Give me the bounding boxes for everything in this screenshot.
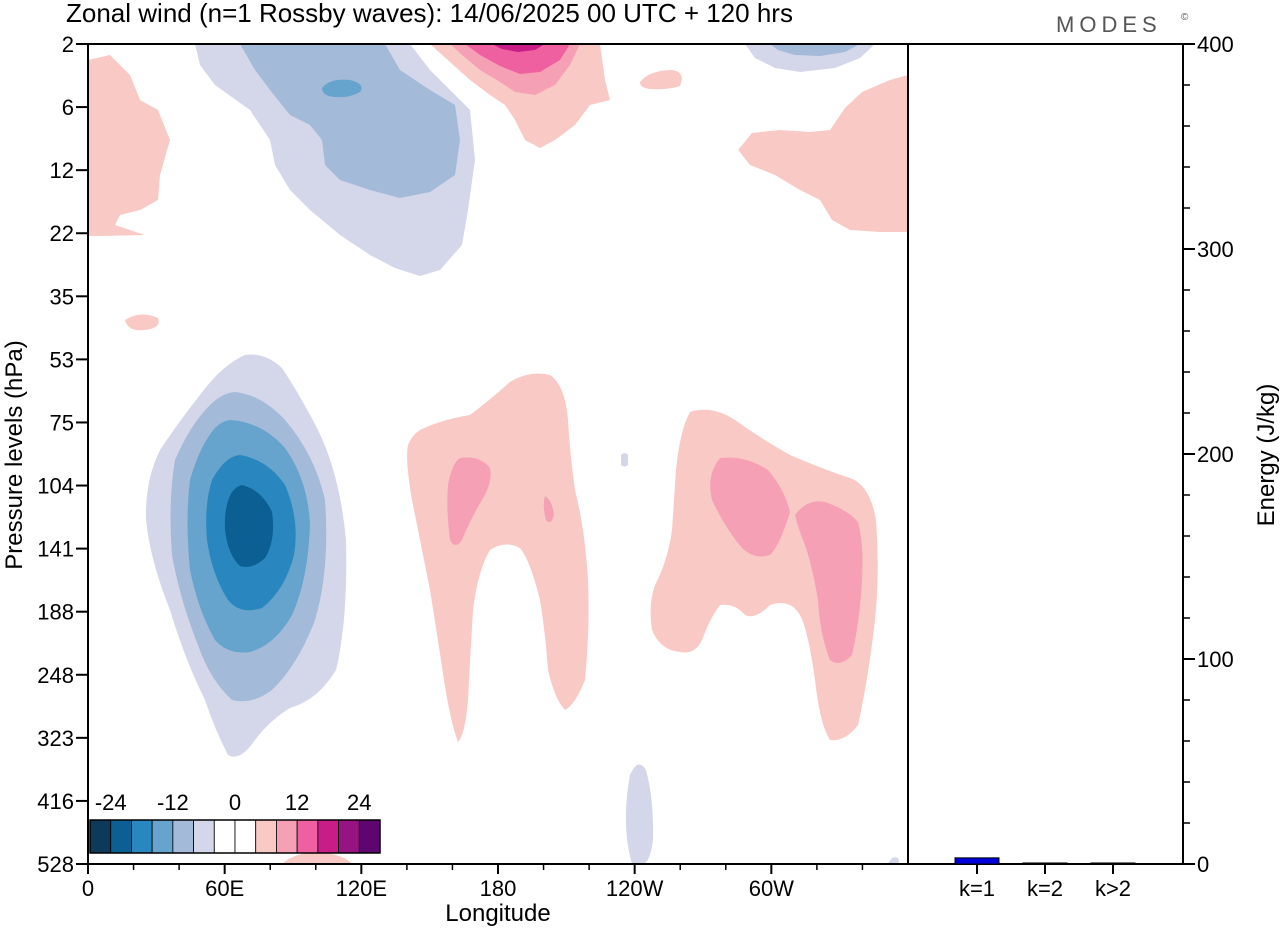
energy-category-label: k=2 [1027, 876, 1063, 901]
y-tick-label: 6 [62, 95, 74, 120]
colorbar-swatch [317, 819, 339, 854]
energy-tick-label: 300 [1197, 237, 1234, 262]
contour-field [88, 44, 908, 864]
y-tick-label: 248 [37, 663, 74, 688]
contour-positive-right-upper [738, 75, 908, 232]
contour-negative-upper-mid [240, 44, 460, 198]
y-tick-label: 188 [37, 600, 74, 625]
y-tick-label: 53 [50, 347, 74, 372]
energy-tick-label: 100 [1197, 647, 1234, 672]
contour-positive-right-outer [650, 409, 878, 741]
contour-positive-bottom [282, 852, 352, 864]
x-tick-label: 180 [480, 876, 517, 901]
colorbar-swatch [172, 819, 194, 854]
y-tick-label: 2 [62, 32, 74, 57]
y-tick-label: 104 [37, 474, 74, 499]
x-tick-label: 120E [336, 876, 387, 901]
chart-title: Zonal wind (n=1 Rossby waves): 14/06/202… [66, 0, 793, 28]
x-axis-label: Longitude [445, 900, 550, 927]
y-axis-ticks: 2 6 12 22 35 53 75 104 141 188 248 323 416 528 [37, 32, 88, 877]
contour-negative-bottom [625, 764, 654, 864]
y-axis-label: Pressure levels (hPa) [1, 340, 28, 569]
y-tick-label: 75 [50, 410, 74, 435]
y-tick-label: 141 [37, 537, 74, 562]
colorbar-swatch [276, 819, 298, 854]
y-tick-label: 35 [50, 284, 74, 309]
colorbar-swatch [234, 819, 257, 854]
contour-positive-mid-inner [447, 457, 491, 545]
energy-bar [1090, 862, 1136, 865]
energy-category-label: k>2 [1095, 876, 1131, 901]
colorbar [89, 819, 381, 854]
contour-positive-mid-dot [543, 496, 554, 523]
colorbar-labels: -24 -12 0 12 24 [95, 790, 372, 815]
y-tick-label: 12 [50, 158, 74, 183]
colorbar-swatch [296, 819, 319, 854]
colorbar-swatch [338, 819, 360, 854]
energy-tick-label: 0 [1197, 852, 1209, 877]
y-tick-label: 22 [50, 221, 74, 246]
y-tick-label: 528 [37, 852, 74, 877]
x-tick-label: 60E [205, 876, 244, 901]
contour-negative-top-right-inner [770, 44, 860, 56]
colorbar-swatch [193, 819, 215, 854]
colorbar-label: -24 [95, 790, 127, 815]
colorbar-swatch [358, 819, 381, 854]
brand-logo: MODES [1056, 12, 1162, 37]
brand-mark: © [1181, 12, 1189, 23]
contour-positive-right-inner-b [795, 501, 863, 664]
colorbar-label: 0 [229, 790, 241, 815]
contour-positive-upper-left [88, 55, 170, 236]
y-tick-label: 323 [37, 726, 74, 751]
x-tick-label: 0 [82, 876, 94, 901]
y-tick-label: 416 [37, 789, 74, 814]
energy-x-labels: k=1 k=2 k>2 [959, 864, 1131, 901]
colorbar-swatch [151, 819, 174, 854]
energy-category-label: k=1 [959, 876, 995, 901]
colorbar-swatch [89, 819, 112, 854]
contour-negative-upper-core [322, 79, 362, 98]
contour-positive-small-right [640, 70, 682, 90]
x-tick-label: 60W [749, 876, 794, 901]
x-tick-label: 120W [606, 876, 664, 901]
energy-tick-label: 200 [1197, 442, 1234, 467]
energy-y-ticks: 0 100 200 300 400 [1183, 32, 1234, 877]
colorbar-label: 12 [285, 790, 309, 815]
colorbar-label: -12 [157, 790, 189, 815]
x-axis-ticks: 0 60E 120E 180 120W 60W [82, 864, 864, 901]
colorbar-swatch [255, 819, 277, 854]
colorbar-swatch [131, 819, 153, 854]
contour-positive-small [125, 314, 159, 331]
contour-positive-right-inner-a [710, 457, 790, 557]
energy-tick-label: 400 [1197, 32, 1234, 57]
colorbar-frame [89, 819, 381, 854]
energy-bar [954, 857, 1000, 865]
energy-axis-label: Energy (J/kg) [1253, 384, 1280, 527]
contour-negative-lower-core [224, 485, 274, 567]
contour-negative-bottom-right [888, 857, 899, 864]
energy-bars [954, 857, 1136, 865]
colorbar-swatch [110, 819, 132, 854]
contour-positive-top-core [492, 44, 545, 52]
colorbar-swatch [213, 819, 236, 854]
contour-positive-top-inner [465, 44, 570, 74]
energy-bar [1022, 862, 1068, 865]
colorbar-label: 24 [347, 790, 371, 815]
contour-positive-mid-outer [407, 373, 589, 742]
contour-negative-tiny [621, 453, 628, 467]
